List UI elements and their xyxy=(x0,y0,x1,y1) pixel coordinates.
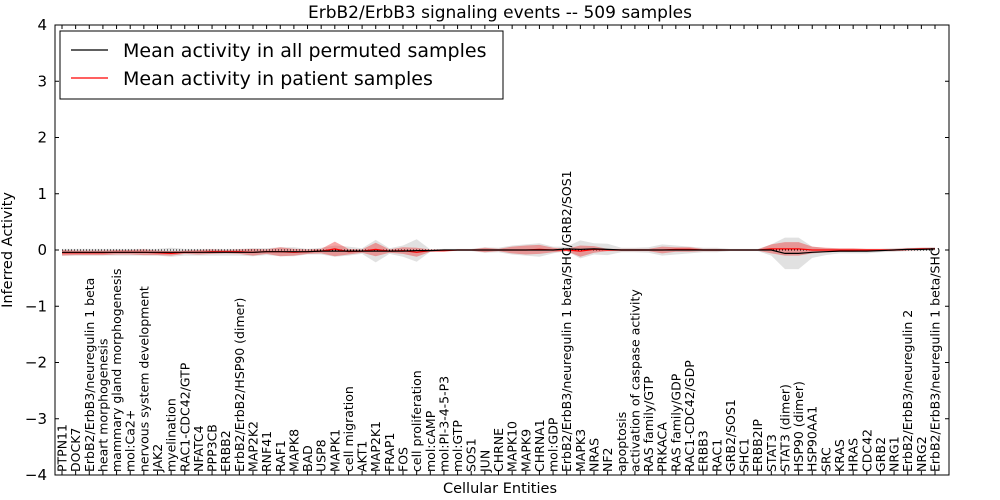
x-tick-label: FOS xyxy=(396,447,411,472)
x-tick-label: ErbB2/ErbB3/neuregulin 1 beta/SHC xyxy=(928,247,943,472)
y-tick-label: −1 xyxy=(25,297,47,315)
permuted-spread-band xyxy=(62,237,935,270)
x-tick-label: mol:PI-3-4-5-P3 xyxy=(436,376,451,472)
x-tick-label: RNF41 xyxy=(259,431,274,472)
x-tick-label: RAC1-CDC42/GDP xyxy=(682,360,697,472)
x-tick-label: MAPK1 xyxy=(327,429,342,472)
tick-labels-y: 4 3 2 1 0 −1 −2 −3 −4 xyxy=(25,16,47,484)
x-tick-label: ErbB2/ErbB3/neuregulin 1 beta/SHC/GRB2/S… xyxy=(559,170,574,472)
y-tick-label: 1 xyxy=(37,185,47,203)
x-tick-label: MAPK9 xyxy=(518,429,533,472)
x-tick-label: NRAS xyxy=(587,438,602,472)
x-tick-label: MAP2K1 xyxy=(368,421,383,472)
patient-spread-band xyxy=(62,241,935,257)
x-tick-label: ErbB2/ErbB3/neuregulin 2 xyxy=(900,310,915,472)
x-tick-label: AKT1 xyxy=(355,441,370,472)
y-tick-label: −4 xyxy=(25,466,47,484)
legend-label-permuted: Mean activity in all permuted samples xyxy=(123,40,486,62)
x-tick-label: NFATC4 xyxy=(191,425,206,472)
x-tick-label: STAT3 (dimer) xyxy=(778,384,793,472)
chart-title: ErbB2/ErbB3 signaling events -- 509 samp… xyxy=(308,3,692,23)
x-tick-label: JAK2 xyxy=(150,444,165,473)
legend-label-patient: Mean activity in patient samples xyxy=(123,68,433,90)
y-tick-label: −2 xyxy=(25,354,47,372)
x-tick-label: SRC xyxy=(818,447,833,472)
red-band-layer xyxy=(62,241,935,257)
x-tick-label: apoptosis xyxy=(614,412,629,472)
legend-box xyxy=(59,30,504,100)
x-tick-label: GRB2 xyxy=(873,437,888,472)
x-tick-label: MAPK3 xyxy=(573,429,588,472)
x-tick-label: RAC1 xyxy=(709,439,724,472)
x-tick-label: RAS family/GDP xyxy=(668,373,683,472)
x-tick-label: RAS family/GTP xyxy=(641,376,656,472)
x-tick-label: PPP3CB xyxy=(205,424,220,472)
x-tick-label: cell migration xyxy=(341,386,356,472)
x-tick-label: nervous system development xyxy=(136,286,151,472)
x-tick-label: mol:cAMP xyxy=(423,410,438,472)
y-axis-label: Inferred Activity xyxy=(0,192,16,308)
x-tick-label: CHRNA1 xyxy=(532,419,547,472)
x-tick-label: ErbB2/ErbB3/neuregulin 1 beta xyxy=(82,278,97,472)
y-tick-label: 4 xyxy=(37,16,47,34)
series-line-permuted xyxy=(62,248,936,254)
x-tick-label: activation of caspase activity xyxy=(627,289,642,472)
x-tick-label: MAPK10 xyxy=(505,421,520,472)
tick-marks xyxy=(55,24,949,476)
x-tick-label: SOS1 xyxy=(464,438,479,472)
y-tick-label: 0 xyxy=(37,241,47,259)
x-tick-label: mammary gland morphogenesis xyxy=(109,269,124,472)
x-tick-label: NRG1 xyxy=(887,436,902,472)
x-tick-label: ERBB2 xyxy=(218,430,233,472)
x-tick-label: RAF1 xyxy=(273,440,288,472)
x-tick-label: NRG2 xyxy=(914,436,929,472)
x-tick-label: cell proliferation xyxy=(409,370,424,472)
x-tick-label: HSP90 (dimer) xyxy=(791,381,806,472)
x-tick-label: HSP90AA1 xyxy=(805,406,820,472)
x-tick-label: HRAS xyxy=(846,438,861,472)
gray-band-layer xyxy=(62,237,935,270)
y-tick-label: 3 xyxy=(37,72,47,90)
x-tick-label: PRKACA xyxy=(655,422,670,472)
x-tick-label: mol:GTP xyxy=(450,420,465,472)
x-tick-label: GRB2/SOS1 xyxy=(723,399,738,472)
x-tick-label: STAT3 xyxy=(764,434,779,472)
plot-frame xyxy=(54,24,950,476)
x-tick-label: RAC1-CDC42/GTP xyxy=(177,362,192,472)
x-tick-label: NF2 xyxy=(600,448,615,473)
x-tick-label: KRAS xyxy=(832,439,847,472)
x-tick-label: SHC1 xyxy=(737,438,752,472)
series-lines xyxy=(62,248,936,255)
x-tick-label: ERBB3 xyxy=(696,430,711,472)
x-tick-label: heart morphogenesis xyxy=(95,339,110,473)
x-tick-label: MAPK8 xyxy=(286,429,301,472)
legend: Mean activity in all permuted samples Me… xyxy=(59,30,504,100)
y-tick-label: −3 xyxy=(25,410,47,428)
x-tick-label: CHRNE xyxy=(491,428,506,472)
x-tick-label: CDC42 xyxy=(859,429,874,472)
y-tick-label: 2 xyxy=(37,129,47,147)
x-tick-label: myelination xyxy=(164,398,179,472)
x-tick-label: BAD xyxy=(300,445,315,472)
x-tick-label: ERBB2IP xyxy=(750,419,765,472)
x-tick-label: USP8 xyxy=(314,439,329,472)
x-tick-label: mol:Ca2+ xyxy=(123,410,138,472)
x-tick-label: FRAP1 xyxy=(382,433,397,472)
x-tick-label: MAP2K2 xyxy=(246,421,261,472)
x-tick-label: ErbB2/ErbB2/HSP90 (dimer) xyxy=(232,298,247,472)
x-axis-label: Cellular Entities xyxy=(443,481,557,497)
x-tick-label: DOCK7 xyxy=(68,428,83,472)
x-tick-label: JUN xyxy=(477,450,492,473)
x-tick-label: mol:GDP xyxy=(546,417,561,472)
x-tick-label: PTPN11 xyxy=(55,424,70,472)
